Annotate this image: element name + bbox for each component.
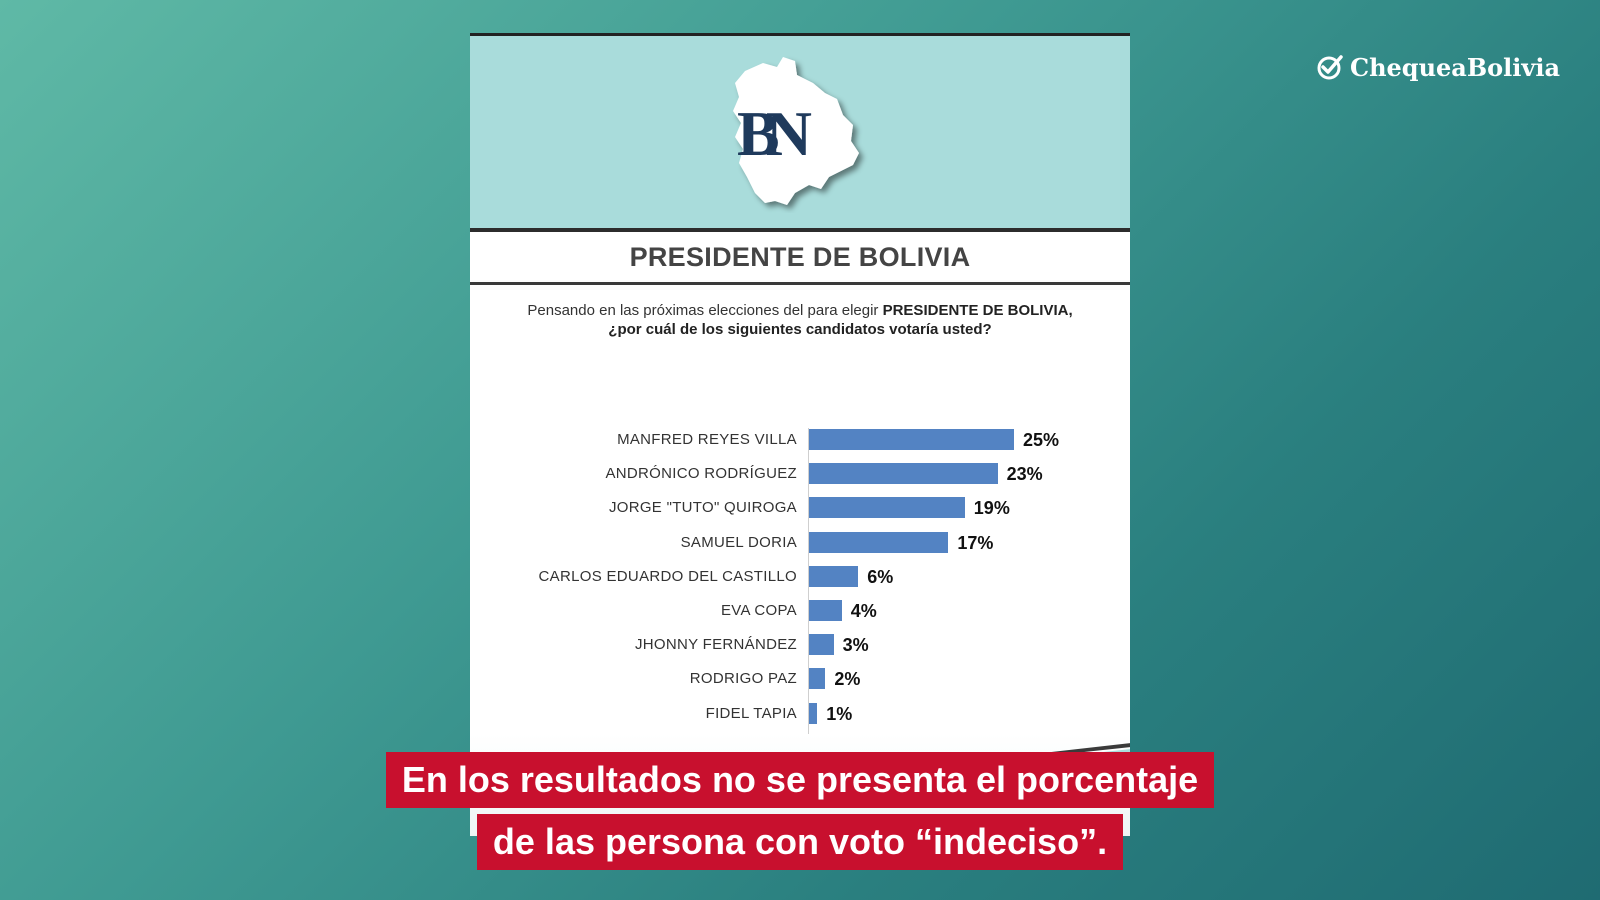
bar xyxy=(809,497,965,519)
question-line1: Pensando en las próximas elecciones del … xyxy=(527,302,883,319)
bar-label: FIDEL TAPIA xyxy=(705,704,797,722)
bar xyxy=(809,429,1014,450)
question-line2: ¿por cuál de los siguientes candidatos v… xyxy=(608,321,992,338)
bar-value-label: 17% xyxy=(957,532,994,553)
bar xyxy=(809,668,826,690)
bar-chart: MANFRED REYES VILLA 25% ANDRÓNICO RODRÍGUE… xyxy=(470,36,1130,836)
bar-value-label: 23% xyxy=(1006,464,1043,485)
bar-label: EVA COPA xyxy=(720,602,797,619)
bar-value-label: 2% xyxy=(834,669,861,690)
bar-label: ANDRÓNICO RODRÍGUEZ xyxy=(605,465,797,483)
bar-label: MANFRED REYES VILLA xyxy=(617,431,797,448)
caption-line-2: de las persona con voto “indeciso”. xyxy=(476,814,1124,870)
caption-line-1: En los resultados no se presenta el porc… xyxy=(385,752,1215,808)
chart-axis xyxy=(808,428,809,763)
bar-value-label: 3% xyxy=(842,635,869,656)
bar xyxy=(809,600,842,621)
caption: En los resultados no se presenta el porc… xyxy=(0,752,1600,876)
bar-label: RODRIGO PAZ xyxy=(689,670,797,688)
bar-label: JHONNY FERNÁNDEZ xyxy=(634,636,797,654)
bar-label: SAMUEL DORIA xyxy=(680,533,797,551)
brand-logo: ChequeaBolivia xyxy=(1316,50,1560,84)
page-title: PRESIDENTE DE BOLIVIA xyxy=(629,241,971,272)
bar-value-label: 6% xyxy=(867,566,894,587)
bar-value-label: 1% xyxy=(826,703,853,724)
header-banner: BN xyxy=(470,36,1130,232)
bar xyxy=(809,634,834,656)
bar xyxy=(809,531,949,553)
bar-label: JORGE "TUTO" QUIROGA xyxy=(608,499,797,517)
bar-label: CARLOS EDUARDO DEL CASTILLO xyxy=(538,567,797,585)
brand-name: ChequeaBolivia xyxy=(1349,52,1560,82)
bolivia-map-icon: BN xyxy=(733,57,859,205)
bar xyxy=(809,702,818,724)
bar xyxy=(809,463,998,485)
check-circle-icon xyxy=(1317,55,1343,80)
title-band: PRESIDENTE DE BOLIVIA xyxy=(470,232,1130,285)
bar-value-label: 19% xyxy=(973,498,1010,519)
bar-value-label: 4% xyxy=(850,601,877,621)
poll-card: BN PRESIDENTE DE BOLIVIA Pensando en las… xyxy=(470,33,1130,836)
bar-value-label: 25% xyxy=(1023,430,1060,450)
question-line1-bold: PRESIDENTE DE BOLIVIA, xyxy=(882,302,1073,319)
bar xyxy=(809,565,859,587)
survey-question: Pensando en las próximas elecciones del … xyxy=(480,301,1120,339)
